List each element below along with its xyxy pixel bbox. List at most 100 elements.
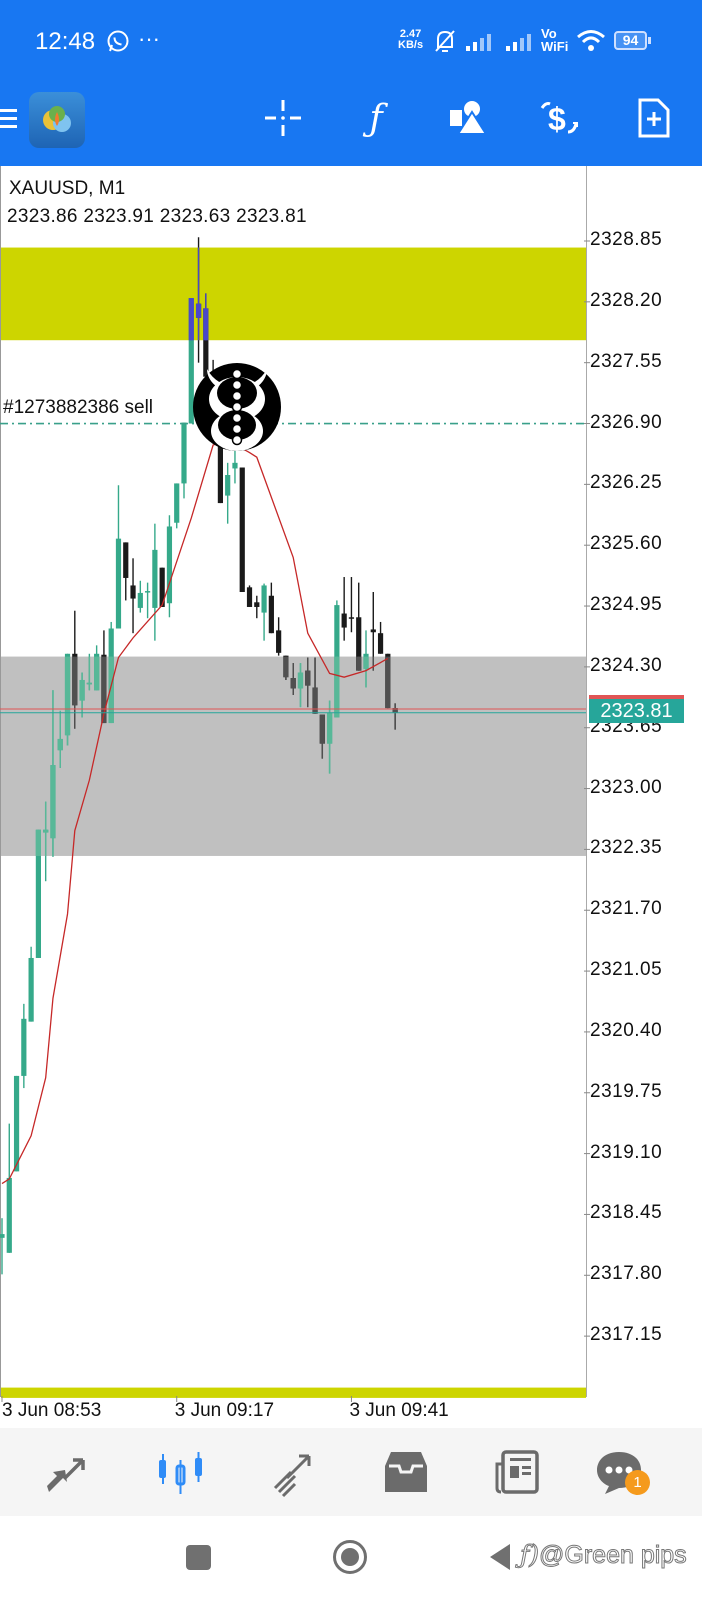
candle-body: [268, 595, 274, 634]
candle-zone-overlay: [392, 703, 398, 730]
current-price-tag: 2323.81: [589, 695, 684, 723]
candle: [246, 585, 253, 607]
candle-body: [188, 298, 194, 424]
ohlc-values: 2323.86 2323.91 2323.63 2323.81: [7, 206, 307, 227]
trade-dollar-icon[interactable]: $: [538, 96, 582, 140]
candle-body: [254, 602, 260, 607]
candle-body: [86, 682, 92, 685]
nav-trade[interactable]: [269, 1448, 319, 1498]
logo-chain-link: [231, 412, 243, 424]
candle-zone-overlay: [86, 656, 92, 691]
watermark: ƒ)@Green pips: [519, 1540, 688, 1570]
candle-zone-overlay: [319, 714, 325, 759]
price-tick-label: 2319.10: [590, 1141, 663, 1163]
candle-body: [115, 538, 122, 629]
lower-zone: [1, 1387, 586, 1398]
candle-zone-overlay: [50, 690, 56, 856]
new-order-icon[interactable]: [632, 96, 676, 140]
quotes-arrows-icon: [47, 1458, 85, 1492]
zones: [1, 247, 586, 1398]
candle: [21, 1003, 27, 1089]
candle: [217, 437, 223, 504]
candle-body: [203, 308, 209, 377]
candle-body: [152, 549, 158, 608]
candle: [159, 567, 165, 607]
candle: [261, 583, 267, 641]
supply-zone: [1, 247, 586, 341]
price-tick-label: 2324.95: [590, 594, 663, 616]
indicators-f-icon[interactable]: ƒ: [369, 97, 383, 139]
nav-news[interactable]: [493, 1448, 543, 1498]
candle-body: [356, 656, 362, 671]
crosshair-icon[interactable]: [261, 96, 305, 140]
back-button[interactable]: [488, 1542, 512, 1572]
candle-zone-overlay: [312, 657, 318, 714]
nav-quotes[interactable]: [45, 1448, 95, 1498]
candle-body: [225, 475, 231, 496]
candle-zone-overlay: [35, 829, 41, 856]
candle-zone-overlay: [283, 656, 289, 680]
menu-icon[interactable]: [0, 96, 30, 140]
trade-trend-icon: [273, 1454, 311, 1498]
candle: [166, 515, 173, 618]
price-tick-label: 2327.55: [590, 350, 663, 372]
more-notifications: ···: [138, 26, 160, 51]
candlestick-chart[interactable]: [0, 166, 702, 1402]
candle: [181, 422, 187, 499]
candle-body: [79, 679, 85, 701]
candle: [145, 582, 151, 619]
candle-body: [319, 714, 325, 744]
candle-zone-overlay: [108, 656, 114, 724]
candle-body: [145, 591, 151, 593]
candle-body: [356, 617, 362, 671]
candle-body: [377, 633, 384, 654]
objects-icon[interactable]: [446, 96, 490, 140]
candle-body: [21, 1018, 27, 1076]
candle-body: [130, 585, 136, 599]
candle-body: [6, 1177, 12, 1253]
candle: [254, 595, 260, 619]
candle-zone-overlay: [203, 293, 209, 341]
muted-bell-icon: [435, 30, 455, 52]
candle: [28, 946, 34, 1022]
candle-body: [64, 656, 71, 736]
candle-zone-overlay: [305, 657, 311, 708]
candle-zone-overlay: [94, 656, 100, 691]
candle-body: [341, 613, 347, 628]
nav-messages[interactable]: 1: [595, 1448, 655, 1498]
metatrader-app-logo[interactable]: [29, 92, 85, 148]
candle-body: [108, 656, 114, 724]
logo-chain-link: [231, 390, 243, 402]
svg-text:$: $: [548, 101, 566, 137]
logo-chain-link: [231, 401, 243, 413]
candle: [348, 577, 355, 633]
wifi-icon: [577, 30, 605, 51]
candle-zone-overlay: [372, 656, 374, 671]
watermark-text: @Green pips: [539, 1541, 688, 1570]
trade-marker-logo: [193, 363, 281, 451]
logo-chain-link: [231, 434, 243, 446]
home-button[interactable]: [333, 1540, 367, 1574]
candle-zone-overlay: [79, 672, 85, 718]
system-navigation-bar: ƒ)@Green pips: [0, 1516, 702, 1600]
candle: [6, 1123, 12, 1253]
recents-button[interactable]: [186, 1545, 211, 1570]
nav-history[interactable]: [381, 1448, 431, 1498]
candle-body: [239, 467, 245, 592]
candle-body: [94, 656, 100, 691]
order-label[interactable]: #1273882386 sell: [3, 396, 154, 418]
price-tick-label: 2326.90: [590, 411, 663, 433]
signal-icon-2: [506, 34, 531, 51]
candle-zone-overlay: [356, 656, 362, 671]
candle: [341, 577, 347, 641]
candle-body: [28, 957, 34, 1022]
app-logo-icon: [43, 106, 71, 132]
nav-chart[interactable]: [157, 1448, 207, 1498]
vowifi-bottom: WiFi: [541, 39, 569, 54]
bottom-navigation: 1: [0, 1428, 702, 1516]
candle: [174, 483, 180, 529]
signal-icon-1: [466, 34, 491, 51]
logo-chain-link: [231, 379, 243, 391]
chart-area[interactable]: [0, 166, 587, 1397]
candle-body: [123, 542, 129, 578]
